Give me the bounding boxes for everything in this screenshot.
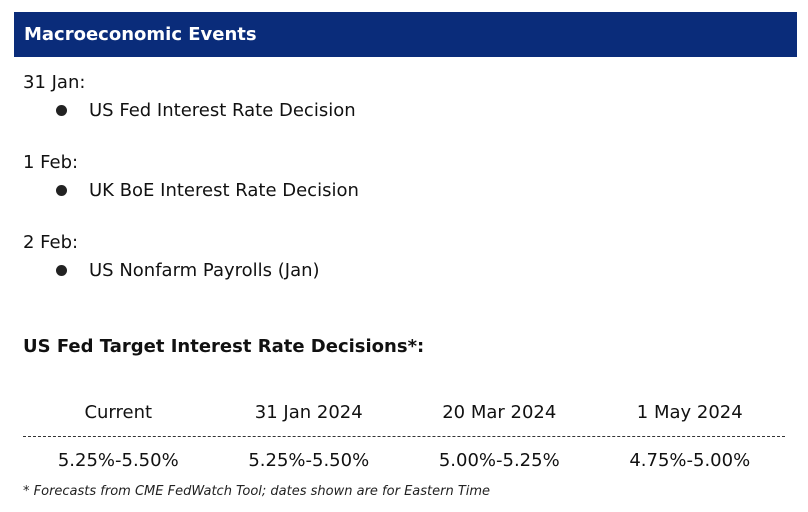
rates-value-row: 5.25%-5.50% 5.25%-5.50% 5.00%-5.25% 4.75… [23,444,785,476]
event-item-label: US Fed Interest Rate Decision [89,99,356,121]
rates-value-cell: 5.25%-5.50% [248,449,370,471]
rates-value-cell: 5.25%-5.50% [57,449,179,471]
rates-column-header: 31 Jan 2024 [254,401,363,423]
rates-header-row: Current 31 Jan 2024 20 Mar 2024 1 May 20… [23,396,785,428]
bullet-icon [56,264,67,276]
event-group: 31 Jan: US Fed Interest Rate Decision [23,70,783,150]
event-group: 2 Feb: US Nonfarm Payrolls (Jan) [23,230,783,310]
header-bar: Macroeconomic Events [14,12,797,57]
event-item: UK BoE Interest Rate Decision [23,176,783,204]
bullet-icon [56,184,67,196]
event-item-label: UK BoE Interest Rate Decision [89,179,359,201]
rates-value-cell: 5.00%-5.25% [438,449,560,471]
rates-column-header: 1 May 2024 [636,401,743,423]
table-divider [23,436,785,437]
event-item: US Fed Interest Rate Decision [23,96,783,124]
events-list: 31 Jan: US Fed Interest Rate Decision 1 … [23,70,783,310]
event-item: US Nonfarm Payrolls (Jan) [23,256,783,284]
rates-column-header: Current [84,401,153,423]
header-title: Macroeconomic Events [24,24,257,45]
rates-value-cell: 4.75%-5.00% [629,449,751,471]
event-date: 31 Jan: [23,72,86,93]
event-group: 1 Feb: UK BoE Interest Rate Decision [23,150,783,230]
footnote: * Forecasts from CME FedWatch Tool; date… [23,484,491,499]
event-item-label: US Nonfarm Payrolls (Jan) [89,259,320,281]
event-date: 1 Feb: [23,152,79,173]
event-date: 2 Feb: [23,232,79,253]
rates-table: Current 31 Jan 2024 20 Mar 2024 1 May 20… [23,396,785,476]
rates-section-title: US Fed Target Interest Rate Decisions*: [23,336,425,357]
bullet-icon [56,104,67,116]
rates-column-header: 20 Mar 2024 [442,401,557,423]
